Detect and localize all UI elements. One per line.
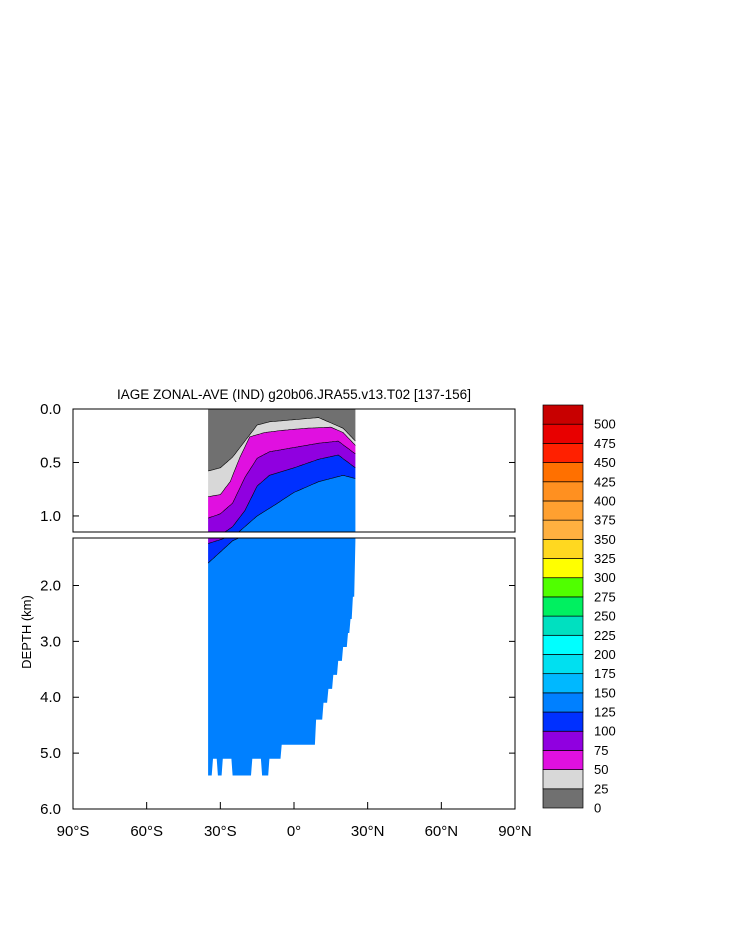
contour-line-125 (238, 474, 356, 532)
y-axis-title: DEPTH (km) (19, 595, 34, 669)
colorbar-swatch (542, 750, 584, 770)
colorbar: 0 25 50 75 100 125 150 175 200 225 250 275 300 325 350… (542, 404, 616, 816)
colorbar-label: 200 (594, 647, 616, 662)
colorbar-swatch (542, 519, 584, 540)
colorbar-swatch (542, 500, 584, 521)
colorbar-label: 50 (594, 762, 608, 777)
colorbar-label: 250 (594, 609, 616, 624)
lower-panel-fill (207, 538, 356, 776)
colorbar-swatch (542, 577, 584, 598)
contour-line-125 (207, 538, 240, 564)
colorbar-swatch (542, 634, 584, 655)
y-tick-label: 1.0 (40, 508, 61, 525)
colorbar-label: 300 (594, 570, 616, 585)
age-band-100-125 (208, 538, 356, 564)
y-tick-label: 5.0 (40, 745, 61, 762)
colorbar-swatch (542, 654, 584, 675)
upper-panel (72, 408, 516, 533)
x-tick-label: 90°N (498, 823, 532, 840)
x-tick-label: 30°N (351, 823, 385, 840)
colorbar-swatch (542, 711, 584, 732)
upper-panel-fill (208, 409, 356, 532)
colorbar-swatch (542, 769, 584, 790)
y-tick-label: 6.0 (40, 801, 61, 818)
colorbar-swatch (542, 481, 584, 502)
axes: 0.0 0.5 1.0 2.0 3.0 4.0 5.0 6.0 90°S 60°S 30°S 0° 30… (40, 401, 532, 840)
x-tick-label: 30°S (204, 823, 237, 840)
colorbar-label: 375 (594, 513, 616, 528)
colorbar-swatch (542, 788, 584, 809)
colorbar-label: 350 (594, 532, 616, 547)
colorbar-label: 25 (594, 781, 608, 796)
age-band-100-125 (208, 455, 356, 532)
colorbar-swatch (542, 538, 584, 559)
contour-line-25 (208, 417, 356, 472)
contour-line-50 (208, 426, 356, 497)
colorbar-label: 125 (594, 705, 616, 720)
colorbar-label: 475 (594, 436, 616, 451)
y-tick-label: 4.0 (40, 689, 61, 706)
colorbar-swatch (542, 558, 584, 579)
colorbar-swatch (542, 423, 584, 444)
colorbar-swatch (542, 443, 584, 463)
colorbar-label: 500 (594, 417, 616, 432)
x-tick-label: 0° (287, 823, 301, 840)
y-tick-label: 0.0 (40, 401, 61, 418)
colorbar-label: 150 (594, 685, 616, 700)
age-band-75-100 (208, 441, 356, 532)
colorbar-swatch (542, 673, 584, 694)
colorbar-label: 0 (594, 801, 601, 816)
colorbar-label: 275 (594, 589, 616, 604)
chart-title: IAGE ZONAL-AVE (IND) g20b06.JRA55.v13.T0… (117, 387, 471, 402)
contour-line-100 (224, 454, 356, 532)
age-band-0-25 (208, 409, 356, 471)
colorbar-swatch (542, 692, 584, 713)
colorbar-label: 225 (594, 628, 616, 643)
x-tick-label: 60°N (425, 823, 459, 840)
x-tick-label: 60°S (130, 823, 163, 840)
age-band-50-75 (208, 427, 356, 519)
x-tick-label: 90°S (57, 823, 90, 840)
colorbar-swatch (542, 404, 584, 425)
colorbar-label: 100 (594, 724, 616, 739)
colorbar-label: 450 (594, 455, 616, 470)
colorbar-swatch (542, 462, 584, 483)
upper-panel-frame (72, 408, 516, 533)
colorbar-label: 175 (594, 666, 616, 681)
age-band-25-50 (208, 417, 356, 497)
colorbar-swatch (542, 596, 584, 617)
age-band-125-150 (208, 475, 356, 532)
colorbar-label: 400 (594, 493, 616, 508)
colorbar-swatch (542, 730, 584, 751)
y-tick-label: 3.0 (40, 633, 61, 650)
colorbar-label: 425 (594, 474, 616, 489)
colorbar-label: 75 (594, 743, 608, 758)
colorbar-swatch (542, 615, 584, 636)
y-tick-label: 0.5 (40, 454, 61, 471)
y-tick-label: 2.0 (40, 577, 61, 594)
age-band-125-150 (208, 538, 356, 776)
colorbar-label: 325 (594, 551, 616, 566)
contour-line-75 (208, 440, 356, 519)
